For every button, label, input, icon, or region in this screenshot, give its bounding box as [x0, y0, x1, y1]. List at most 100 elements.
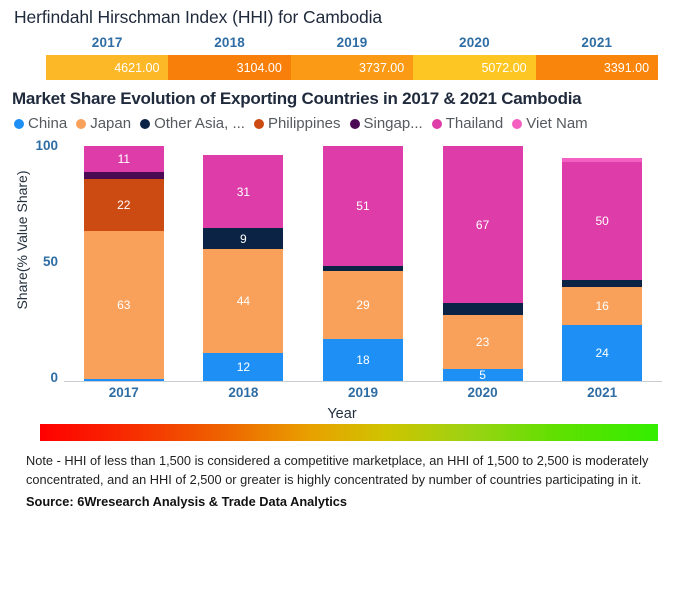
hhi-section: Herfindahl Hirschman Index (HHI) for Cam…: [0, 7, 684, 80]
hhi-gradient-scale: [40, 424, 658, 441]
bar-segment-value: 18: [356, 352, 370, 367]
hhi-value-cell: 3391.00: [535, 55, 659, 80]
bar-segment[interactable]: 16: [562, 287, 643, 325]
bar-segment[interactable]: 50: [562, 162, 643, 280]
bar-group-2017: 11 22 63: [64, 146, 184, 381]
bar-segment[interactable]: 12: [203, 352, 284, 381]
stacked-bar[interactable]: 51 29 18: [322, 146, 403, 381]
legend-item-philippines[interactable]: Philippines: [253, 115, 341, 132]
hhi-value-cell: 5072.00: [413, 55, 536, 80]
legend-item-thailand[interactable]: Thailand: [431, 115, 504, 132]
bar-segment[interactable]: 22: [83, 178, 164, 231]
bar-segment-value: 24: [595, 345, 609, 360]
legend-swatch-icon: [512, 118, 523, 129]
hhi-year-label: 2020: [459, 35, 490, 50]
y-tick-50: 50: [42, 254, 58, 269]
bar-segment-value: 9: [240, 231, 247, 246]
stacked-bar[interactable]: 50 16 24: [562, 146, 643, 381]
bar-segment[interactable]: 31: [203, 155, 284, 229]
bar-segment[interactable]: 44: [203, 249, 284, 353]
legend-label: Singap...: [363, 115, 423, 132]
x-tick-2019: 2019: [347, 385, 378, 400]
bar-segment[interactable]: [562, 279, 643, 288]
x-tick-2018: 2018: [228, 385, 259, 400]
x-axis-line: [64, 381, 662, 382]
bar-segment[interactable]: [83, 378, 164, 381]
legend-label: Thailand: [445, 115, 504, 132]
x-axis-tick-labels: 2017 2018 2019 2020 2021: [64, 385, 662, 400]
bar-segment[interactable]: [83, 171, 164, 179]
hhi-value-cell: 4621.00: [46, 55, 169, 80]
legend-item-viet-nam[interactable]: Viet Nam: [512, 115, 588, 132]
bar-group-2021: 50 16 24: [542, 146, 662, 381]
footer-source: Source: 6Wresearch Analysis & Trade Data…: [26, 494, 348, 510]
bar-segment-value: 44: [236, 294, 251, 309]
hhi-year-label: 2021: [581, 35, 613, 50]
bar-group-2019: 51 29 18: [303, 146, 423, 381]
legend-swatch-icon: [14, 118, 24, 129]
bar-group-2018: 31 9 44 12: [184, 146, 304, 381]
bar-segment-value: 29: [356, 297, 370, 312]
chart-legend: China Japan Other Asia, ... Philippines Sing…: [14, 115, 684, 132]
legend-swatch-icon: [431, 118, 442, 129]
legend-item-singap[interactable]: Singap...: [349, 115, 423, 132]
legend-swatch-icon: [349, 118, 360, 129]
footer-note: Note - HHI of less than 1,500 is conside…: [26, 453, 649, 487]
legend-item-japan[interactable]: Japan: [76, 115, 131, 132]
legend-item-china[interactable]: China: [14, 115, 67, 132]
bar-segment[interactable]: 51: [322, 146, 403, 266]
bar-segment-value: 23: [475, 335, 490, 350]
stacked-bar[interactable]: 11 22 63: [83, 146, 164, 381]
y-tick-0: 0: [50, 370, 58, 385]
bar-segment[interactable]: [562, 157, 643, 163]
bar-segment[interactable]: 9: [203, 228, 284, 250]
legend-label: China: [28, 115, 68, 132]
hhi-value-cell: 3737.00: [290, 55, 414, 80]
x-tick-2021: 2021: [587, 385, 618, 400]
legend-label: Other Asia, ...: [154, 115, 245, 132]
x-axis-title: Year: [327, 406, 357, 422]
legend-swatch-icon: [76, 118, 87, 129]
legend-label: Viet Nam: [526, 115, 588, 132]
bar-segment[interactable]: 29: [322, 270, 403, 339]
bar-group-2020: 67 23 5: [423, 146, 543, 381]
hhi-year-row: 2017 2018 2019 2020 2021: [0, 35, 684, 50]
stacked-bars-container: 11 22 63 31 9 44 12 51 29 18 67 23 5 50 16 24: [64, 146, 662, 381]
chart-title: Market Share Evolution of Exporting Coun…: [12, 89, 582, 108]
bar-segment[interactable]: 5: [442, 369, 523, 381]
bar-segment[interactable]: 23: [442, 315, 523, 370]
hhi-year-label: 2017: [91, 35, 123, 50]
bar-segment[interactable]: [442, 303, 523, 316]
bar-segment-value: 51: [356, 198, 370, 213]
legend-item-other-asia[interactable]: Other Asia, ...: [140, 115, 245, 132]
legend-swatch-icon: [140, 118, 151, 129]
bar-segment-value: 16: [595, 298, 609, 313]
x-tick-2020: 2020: [467, 385, 498, 400]
bar-segment-value: 50: [595, 214, 609, 229]
legend-swatch-icon: [253, 118, 264, 129]
y-axis-title: Share(% Value Share): [14, 170, 30, 310]
bar-segment-value: 11: [117, 151, 131, 166]
legend-label: Philippines: [267, 115, 341, 132]
y-tick-100: 100: [35, 138, 58, 153]
stacked-bar[interactable]: 31 9 44 12: [203, 146, 284, 381]
bar-segment[interactable]: 11: [83, 146, 164, 172]
bar-segment-value: 5: [479, 369, 486, 381]
hhi-value-cell: 3104.00: [168, 55, 291, 80]
chart-plot-area: Share(% Value Share) 100 50 0 11 22 63 31 9 4…: [0, 136, 684, 422]
bar-segment-value: 12: [236, 359, 251, 374]
bar-segment-value: 22: [117, 197, 131, 212]
hhi-title: Herfindahl Hirschman Index (HHI) for Cam…: [14, 7, 382, 27]
bar-segment[interactable]: 63: [83, 230, 164, 379]
stacked-bar[interactable]: 67 23 5: [442, 146, 523, 381]
bar-segment[interactable]: 24: [562, 324, 643, 381]
bar-segment[interactable]: 67: [442, 146, 523, 304]
hhi-year-label: 2018: [214, 35, 246, 50]
hhi-value-bar: 4621.00 3104.00 3737.00 5072.00 3391.00: [46, 55, 659, 80]
bar-segment-value: 63: [117, 297, 131, 312]
hhi-year-label: 2019: [336, 35, 368, 50]
legend-label: Japan: [90, 115, 132, 132]
bar-segment[interactable]: [322, 265, 403, 271]
bar-segment[interactable]: 18: [322, 338, 403, 381]
bar-segment-value: 31: [236, 184, 251, 199]
